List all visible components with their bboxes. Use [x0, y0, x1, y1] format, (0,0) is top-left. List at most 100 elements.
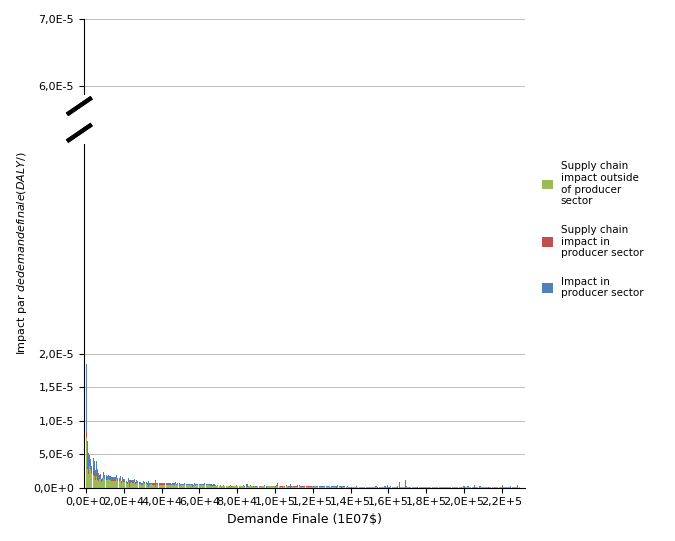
Y-axis label: Impact par $ de demande finale (DALY / $): Impact par $ de demande finale (DALY / $…	[15, 151, 29, 355]
Bar	[164, 483, 165, 484]
Bar	[333, 487, 334, 488]
Bar	[92, 473, 93, 488]
Bar	[296, 486, 297, 488]
Bar	[93, 471, 94, 475]
Bar	[147, 485, 148, 488]
Bar	[213, 484, 214, 485]
Bar	[102, 481, 103, 488]
Bar	[286, 485, 287, 486]
Bar	[140, 484, 141, 488]
Bar	[306, 486, 307, 488]
Bar	[303, 487, 304, 488]
Bar	[294, 486, 295, 488]
Bar	[439, 487, 440, 488]
X-axis label: Demande Finale (1E07$): Demande Finale (1E07$)	[227, 513, 382, 526]
Bar	[98, 473, 99, 480]
Bar	[269, 486, 270, 488]
Bar	[131, 483, 132, 488]
Bar	[231, 487, 232, 488]
Bar	[394, 487, 395, 488]
Bar	[228, 486, 229, 488]
Bar	[212, 485, 213, 487]
Bar	[295, 486, 296, 488]
Bar	[375, 487, 376, 488]
Bar	[297, 485, 298, 487]
Bar	[128, 481, 129, 488]
Bar	[142, 485, 143, 488]
Bar	[482, 487, 483, 488]
Bar	[203, 484, 204, 485]
Bar	[174, 483, 175, 485]
Bar	[319, 486, 320, 488]
Bar	[221, 486, 222, 488]
Bar	[456, 487, 457, 488]
Bar	[189, 484, 190, 485]
Bar	[103, 472, 104, 477]
Bar	[318, 486, 319, 488]
Bar	[115, 481, 116, 488]
Bar	[273, 486, 274, 488]
Bar	[132, 480, 133, 483]
Bar	[95, 478, 96, 480]
Bar	[150, 483, 151, 484]
Bar	[149, 483, 150, 484]
Bar	[193, 486, 194, 488]
Bar	[298, 485, 299, 486]
Bar	[126, 481, 127, 483]
Bar	[168, 485, 169, 488]
Bar	[179, 485, 180, 488]
Bar	[92, 469, 93, 473]
Bar	[317, 486, 318, 488]
Bar	[198, 485, 199, 488]
Bar	[201, 485, 202, 488]
Bar	[236, 486, 237, 488]
Bar	[176, 484, 177, 485]
Bar	[138, 485, 139, 488]
Bar	[167, 485, 168, 488]
Bar	[191, 485, 192, 488]
Bar	[149, 485, 150, 488]
Bar	[243, 485, 244, 486]
Bar	[274, 486, 275, 488]
Bar	[185, 486, 186, 488]
Bar	[187, 485, 188, 488]
Bar	[243, 486, 244, 488]
Bar	[207, 485, 208, 488]
Bar	[103, 478, 104, 488]
Bar	[425, 487, 427, 488]
Bar	[156, 483, 157, 484]
Bar	[162, 485, 163, 488]
Bar	[192, 484, 193, 487]
Bar	[302, 486, 303, 488]
Bar	[468, 487, 469, 488]
Bar	[122, 481, 123, 488]
Bar	[96, 476, 97, 488]
Bar	[222, 485, 223, 486]
Bar	[204, 485, 205, 488]
Bar	[98, 481, 99, 488]
Bar	[328, 487, 329, 488]
Bar	[97, 470, 98, 478]
Bar	[173, 485, 174, 488]
Bar	[86, 432, 87, 438]
Bar	[286, 486, 287, 488]
Bar	[169, 485, 170, 488]
Bar	[193, 485, 194, 486]
Bar	[213, 486, 214, 488]
Bar	[283, 486, 284, 488]
Bar	[120, 479, 121, 480]
Bar	[125, 480, 126, 488]
Bar	[199, 485, 200, 488]
Bar	[88, 453, 89, 472]
Bar	[195, 484, 196, 485]
Bar	[244, 486, 246, 488]
Bar	[116, 475, 117, 479]
Bar	[95, 480, 96, 488]
Bar	[170, 483, 171, 485]
Bar	[314, 486, 315, 488]
Bar	[345, 487, 346, 488]
Bar	[177, 485, 178, 488]
Bar	[169, 483, 170, 485]
Bar	[134, 482, 135, 488]
Bar	[430, 487, 431, 488]
